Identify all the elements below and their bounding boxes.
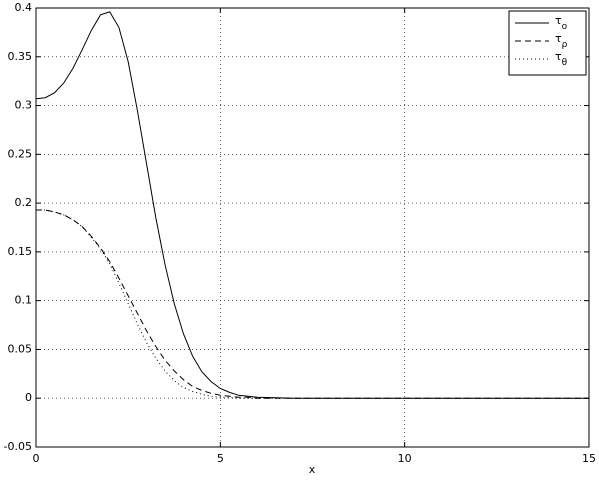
series-line <box>36 209 589 399</box>
x-axis-label: x <box>309 463 316 476</box>
y-tick-label: 0.25 <box>8 147 33 160</box>
y-tick-label: 0 <box>25 391 32 404</box>
x-tick-label: 15 <box>582 452 596 465</box>
legend-label: τθ <box>555 50 568 68</box>
legend-label: τρ <box>555 32 568 50</box>
x-tick-label: 5 <box>217 452 224 465</box>
y-tick-label: 0.05 <box>8 342 33 355</box>
y-tick-label: 0.35 <box>8 50 33 63</box>
y-tick-label: 0.4 <box>15 1 33 14</box>
x-tick-label: 10 <box>398 452 412 465</box>
y-tick-label: 0.1 <box>15 294 33 307</box>
legend-box <box>508 10 587 76</box>
series-line <box>36 209 589 399</box>
x-tick-label: 0 <box>33 452 40 465</box>
legend-label: τo <box>555 14 568 32</box>
series-line <box>35 11 589 399</box>
axes-frame <box>35 7 590 448</box>
plot-area <box>36 8 589 447</box>
y-tick-label: 0.15 <box>8 245 33 258</box>
y-tick-label: 0.3 <box>15 99 33 112</box>
y-tick-label: -0.05 <box>4 440 32 453</box>
y-tick-label: 0.2 <box>15 196 33 209</box>
